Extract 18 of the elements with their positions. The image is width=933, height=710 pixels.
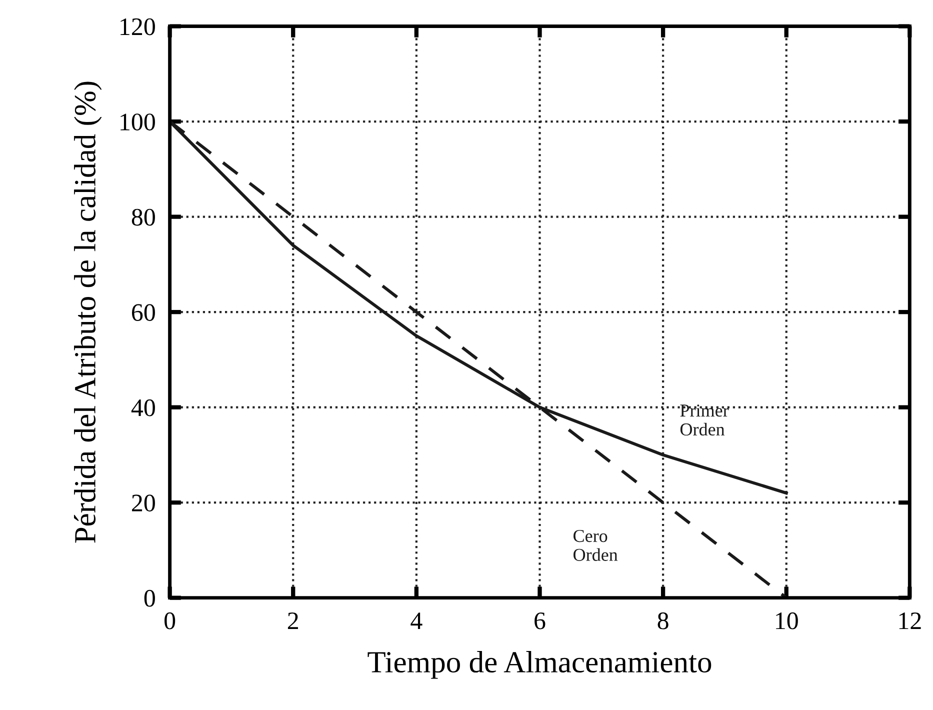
y-axis-title: Pérdida del Atributo de la calidad (%)	[74, 82, 102, 543]
x-tick-label: 12	[899, 612, 921, 630]
x-tick-label: 10	[776, 612, 798, 630]
y-tick-label: 100	[120, 114, 155, 130]
y-tick-label: 40	[131, 399, 155, 416]
x-tick-label: 8	[658, 612, 668, 630]
x-tick-label: 4	[410, 612, 422, 630]
series-label: Primer Orden	[680, 404, 729, 436]
y-tick-label: 120	[120, 18, 155, 36]
x-tick-label: 2	[288, 612, 298, 630]
y-tick-label: 60	[132, 304, 155, 321]
y-tick-label: 0	[144, 590, 155, 607]
x-axis-title: Tiempo de Almacenamiento	[368, 651, 712, 679]
x-tick-label: 0	[164, 612, 176, 630]
text: Cero Orden	[574, 530, 618, 561]
y-tick-label: 20	[132, 494, 155, 512]
y-tick-label: 80	[132, 208, 155, 226]
x-tick-label: 6	[534, 612, 546, 630]
